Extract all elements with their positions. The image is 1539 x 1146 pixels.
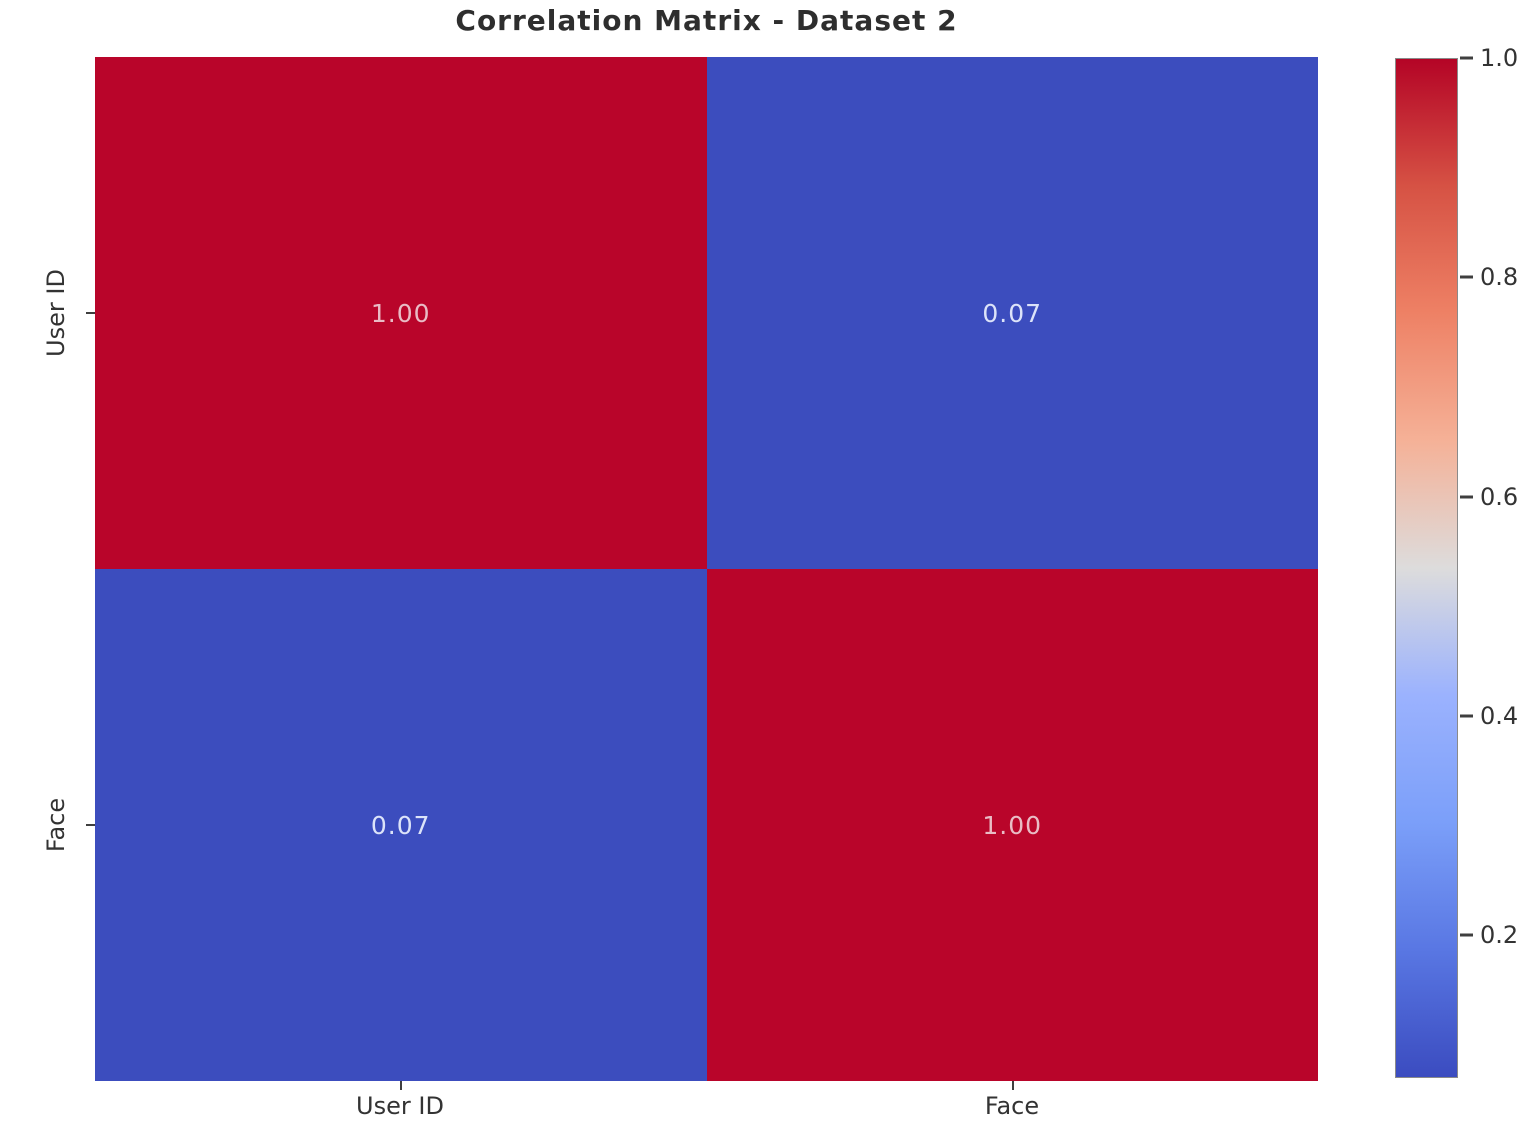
cell-value-label: 0.07 (370, 810, 431, 840)
colorbar-tick-mark (1460, 56, 1473, 60)
x-axis-tick-mark (400, 1081, 402, 1090)
cell-value-label: 1.00 (370, 298, 431, 328)
x-tick-label-face: Face (984, 1092, 1040, 1120)
heatmap-cell: 1.00 (95, 57, 707, 569)
colorbar-ticks: 1.0 0.8 0.6 0.4 0.2 (1458, 44, 1538, 1078)
colorbar-tick-label: 0.8 (1480, 263, 1519, 292)
cell-value-label: 0.07 (982, 298, 1043, 328)
colorbar-tick-label: 1.0 (1480, 44, 1519, 72)
colorbar-tick-mark (1460, 495, 1473, 499)
heatmap-grid: 1.00 0.07 0.07 1.00 (95, 57, 1318, 1081)
colorbar-tick-label: 0.2 (1480, 921, 1519, 950)
colorbar-tick-label: 0.4 (1480, 702, 1519, 731)
y-tick-label-face: Face (42, 797, 70, 853)
colorbar-gradient (1395, 58, 1458, 1078)
colorbar-tick-mark (1460, 714, 1473, 718)
x-axis-tick-mark (1012, 1081, 1014, 1090)
colorbar-tick-label: 0.6 (1480, 482, 1519, 511)
colorbar-tick-mark (1460, 275, 1473, 279)
x-tick-label-user-id: User ID (356, 1092, 444, 1120)
heatmap-cell: 0.07 (706, 57, 1318, 569)
y-axis-tick-mark (86, 312, 95, 314)
colorbar-tick-mark (1460, 933, 1473, 937)
heatmap-cell: 1.00 (706, 569, 1318, 1081)
y-tick-label-user-id: User ID (42, 269, 70, 357)
heatmap-cell: 0.07 (95, 569, 707, 1081)
chart-title: Correlation Matrix - Dataset 2 (455, 4, 958, 37)
cell-value-label: 1.00 (982, 810, 1043, 840)
y-axis-tick-mark (86, 824, 95, 826)
